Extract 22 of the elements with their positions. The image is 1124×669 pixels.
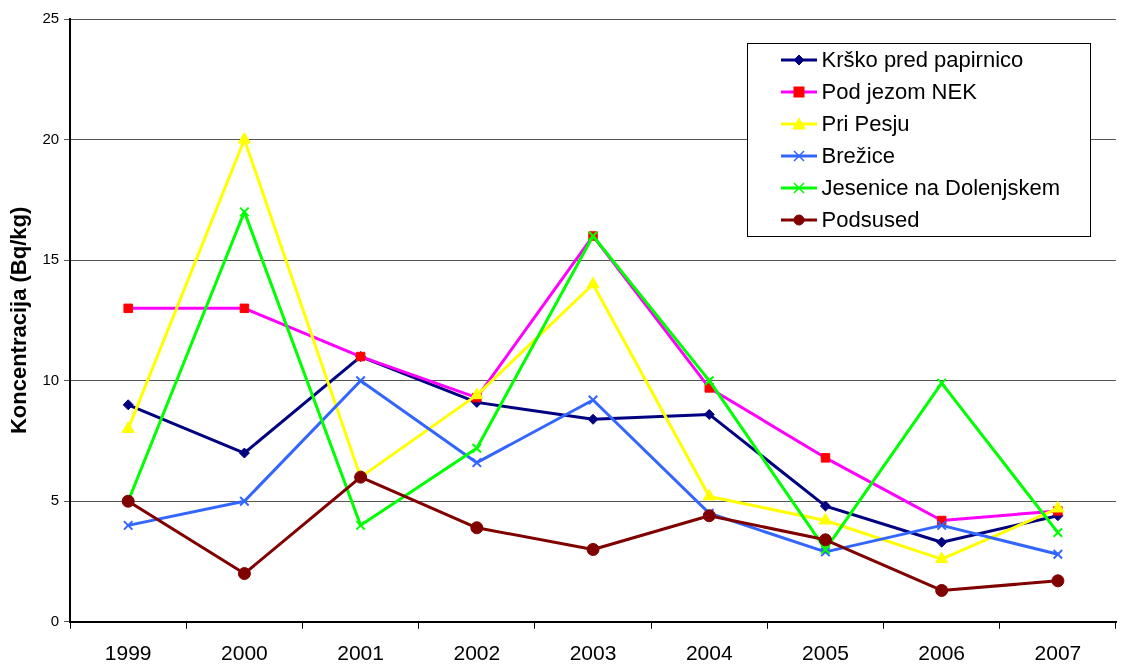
y-tick-label: 5 xyxy=(50,491,60,509)
legend-label: Pod jezom NEK xyxy=(821,79,977,105)
y-axis-title: Koncentracija (Bq/kg) xyxy=(6,206,32,435)
y-tick-label: 0 xyxy=(50,611,60,629)
legend-label: Podsused xyxy=(821,207,920,233)
x-tick-label: 2007 xyxy=(1034,641,1082,665)
x-tick-label: 2002 xyxy=(453,641,501,665)
x-tick-label: 1999 xyxy=(104,641,152,665)
x-tick-label: 2004 xyxy=(685,641,733,665)
y-tick-label: 10 xyxy=(42,370,60,388)
legend-label: Krško pred papirnico xyxy=(821,47,1024,73)
legend-label: Pri Pesju xyxy=(821,111,910,137)
x-tick-label: 2003 xyxy=(569,641,617,665)
y-tick-label: 15 xyxy=(42,250,60,268)
x-tick-label: 2001 xyxy=(337,641,384,665)
x-tick-label: 2005 xyxy=(802,641,849,665)
x-tick-label: 2000 xyxy=(221,641,268,665)
legend-label: Brežice xyxy=(821,143,895,169)
y-tick-label: 25 xyxy=(42,9,60,27)
x-tick-label: 2006 xyxy=(918,641,966,665)
y-tick-label: 20 xyxy=(42,129,60,147)
legend-label: Jesenice na Dolenjskem xyxy=(821,175,1060,201)
